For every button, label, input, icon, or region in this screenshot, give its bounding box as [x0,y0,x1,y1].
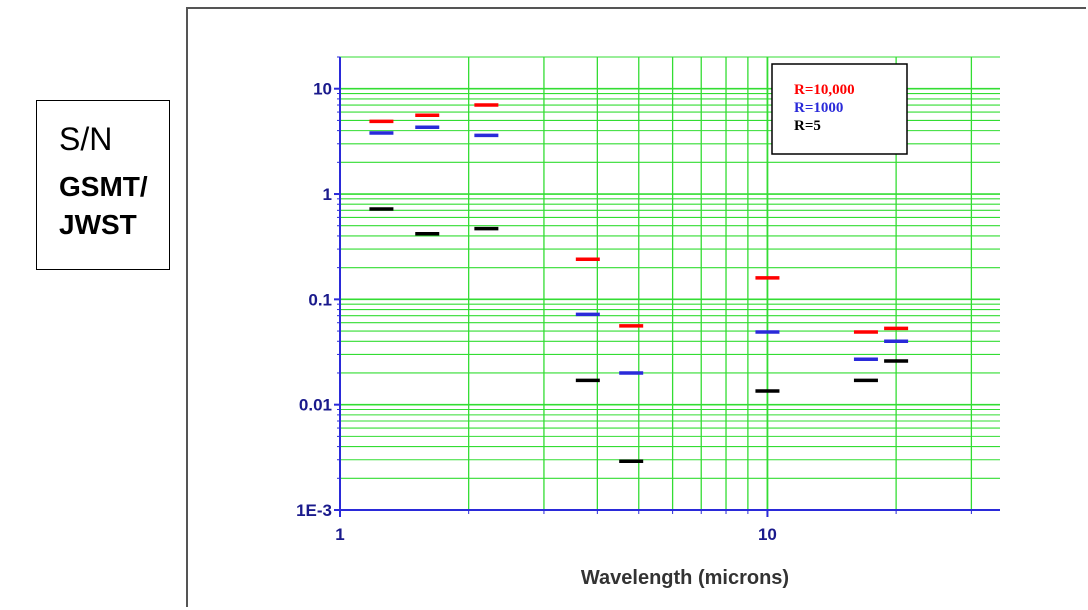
y-tick-label: 0.1 [308,290,332,309]
legend-entry: R=10,000 [794,82,855,98]
legend-entry: R=5 [794,118,821,134]
gsmt-label: GSMT/ [59,171,148,202]
x-tick-label: 10 [758,525,777,544]
legend-entry: R=1000 [794,100,843,116]
sn-label: S/N [59,121,113,157]
sn-label-box: S/N GSMT/ JWST [36,100,170,270]
y-tick-label: 1E-3 [296,501,332,520]
legend-box [771,63,908,155]
y-tick-label: 1 [323,185,332,204]
x-axis-title: Wavelength (microns) [581,567,789,589]
y-tick-label: 10 [313,80,332,99]
y-tick-label: 0.01 [299,396,332,415]
chart-frame [186,7,1086,607]
x-tick-label: 1 [335,525,344,544]
jwst-label: JWST [59,209,137,240]
